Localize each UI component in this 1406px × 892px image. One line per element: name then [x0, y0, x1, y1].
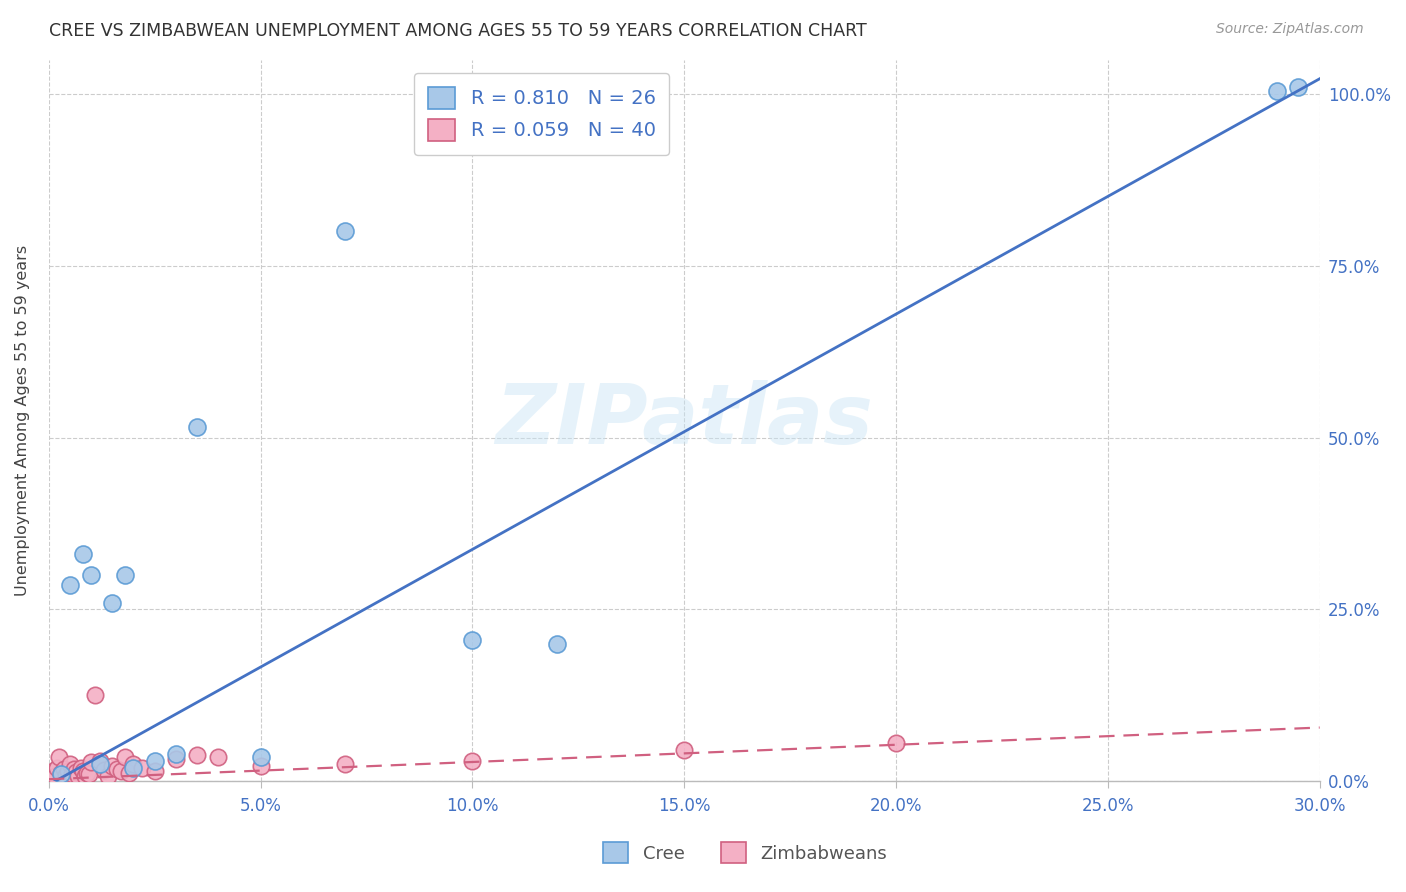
Point: [546, 637, 568, 651]
Point: [80, 568, 103, 582]
Point: [1288, 80, 1310, 95]
Point: [60, 767, 83, 781]
Point: [114, 750, 136, 764]
Y-axis label: Unemployment Among Ages 55 to 59 years: Unemployment Among Ages 55 to 59 years: [15, 245, 30, 596]
Text: ZIPatlas: ZIPatlas: [495, 380, 873, 461]
Point: [51, 766, 73, 780]
Point: [110, 764, 132, 778]
Text: Source: ZipAtlas.com: Source: ZipAtlas.com: [1216, 22, 1364, 37]
Point: [1265, 83, 1288, 97]
Point: [59, 757, 82, 772]
Point: [101, 596, 124, 610]
Point: [131, 760, 153, 774]
Point: [59, 578, 82, 592]
Point: [884, 736, 907, 750]
Point: [165, 747, 187, 761]
Point: [122, 757, 145, 772]
Point: [65, 765, 87, 780]
Point: [55, 768, 77, 782]
Point: [73, 769, 96, 783]
Point: [84, 689, 107, 703]
Point: [46, 760, 69, 774]
Point: [143, 764, 166, 778]
Point: [39, 767, 62, 781]
Point: [63, 762, 86, 776]
Legend: R = 0.810   N = 26, R = 0.059   N = 40: R = 0.810 N = 26, R = 0.059 N = 40: [415, 73, 669, 155]
Point: [105, 762, 128, 776]
Point: [56, 764, 79, 778]
Point: [89, 754, 111, 768]
Point: [97, 769, 120, 783]
Point: [118, 766, 141, 780]
Point: [114, 568, 136, 582]
Point: [461, 754, 484, 768]
Point: [44, 769, 66, 783]
Point: [72, 548, 94, 562]
Point: [461, 633, 484, 648]
Point: [42, 764, 65, 778]
Point: [186, 420, 208, 434]
Point: [186, 748, 208, 763]
Point: [93, 764, 115, 778]
Point: [143, 754, 166, 768]
Point: [80, 755, 103, 769]
Point: [52, 762, 75, 776]
Point: [72, 764, 94, 778]
Legend: Cree, Zimbabweans: Cree, Zimbabweans: [595, 833, 896, 872]
Point: [48, 750, 70, 764]
Point: [69, 760, 91, 774]
Text: CREE VS ZIMBABWEAN UNEMPLOYMENT AMONG AGES 55 TO 59 YEARS CORRELATION CHART: CREE VS ZIMBABWEAN UNEMPLOYMENT AMONG AG…: [49, 22, 868, 40]
Point: [207, 750, 229, 764]
Point: [101, 759, 124, 773]
Point: [89, 757, 111, 772]
Point: [122, 760, 145, 774]
Point: [249, 750, 271, 764]
Point: [335, 757, 357, 772]
Point: [51, 767, 73, 781]
Point: [77, 767, 100, 781]
Point: [335, 224, 357, 238]
Point: [165, 752, 187, 766]
Point: [76, 766, 98, 780]
Point: [67, 769, 90, 783]
Point: [249, 759, 271, 773]
Point: [673, 743, 696, 757]
